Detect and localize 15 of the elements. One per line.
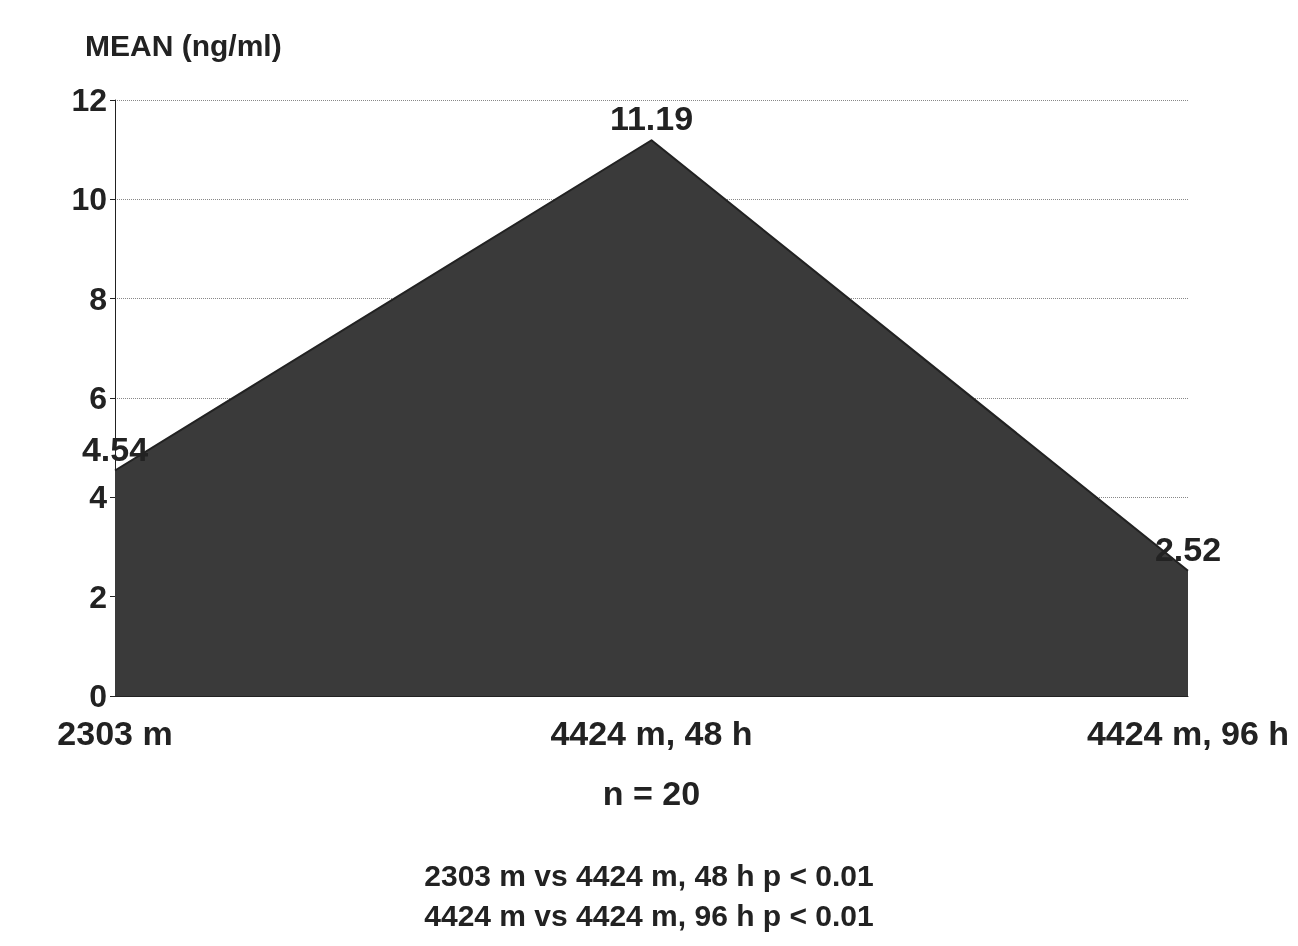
y-tick-label: 8 bbox=[89, 280, 107, 317]
x-tick-label: 4424 m, 48 h bbox=[550, 714, 753, 752]
y-tick-label: 0 bbox=[89, 678, 107, 714]
y-tick-label: 6 bbox=[89, 380, 107, 416]
y-axis-title: MEAN (ng/ml) bbox=[85, 28, 282, 62]
x-tick-label: 2303 m bbox=[57, 714, 173, 752]
x-tick-label: 4424 m, 96 h bbox=[1086, 714, 1290, 752]
y-tick-label: 12 bbox=[71, 82, 107, 118]
data-label: 11.19 bbox=[609, 99, 694, 138]
text: 4424 m vs 4424 m, 96 h p < 0.01 bbox=[424, 898, 874, 932]
x-axis-title: n = 20 bbox=[602, 774, 701, 812]
y-tick-label: 10 bbox=[71, 181, 107, 218]
y-tick-label: 4 bbox=[89, 479, 108, 516]
text: 2303 m vs 4424 m, 48 h p < 0.01 bbox=[424, 858, 874, 892]
y-tick-label: 2 bbox=[89, 578, 107, 615]
